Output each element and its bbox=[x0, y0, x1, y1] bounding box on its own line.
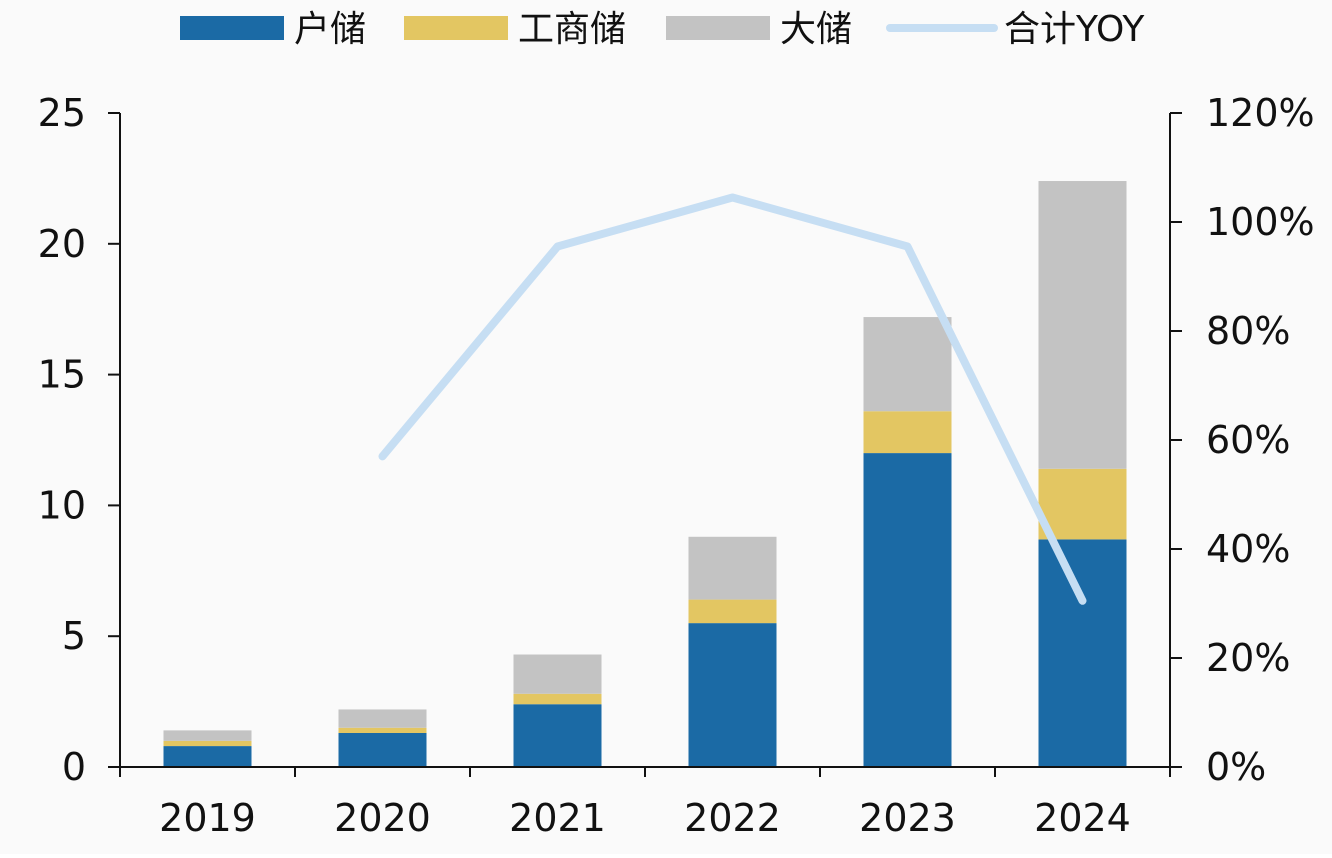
bar-2022-series-2 bbox=[688, 536, 777, 600]
legend-swatch bbox=[404, 16, 508, 40]
legend-label: 户储 bbox=[294, 9, 366, 50]
bar-2023-series-1 bbox=[863, 411, 952, 454]
bar-2023-series-0 bbox=[863, 453, 952, 767]
legend-label: 合计YOY bbox=[1004, 9, 1145, 50]
bar-2021-series-1 bbox=[513, 693, 602, 705]
yoy-line-group bbox=[378, 193, 1087, 605]
bar-2019-series-1 bbox=[163, 740, 252, 747]
y-left-tick-label: 25 bbox=[38, 91, 86, 135]
legend-label: 大储 bbox=[780, 9, 852, 50]
y-right-tick-label: 100% bbox=[1206, 200, 1315, 244]
bar-2024-series-2 bbox=[1038, 181, 1127, 469]
y-right-tick-label: 120% bbox=[1206, 91, 1315, 135]
y-right-tick-label: 40% bbox=[1206, 527, 1290, 571]
bar-2020-series-2 bbox=[338, 709, 427, 728]
y-right-tick-label: 60% bbox=[1206, 418, 1290, 462]
bars bbox=[163, 181, 1127, 767]
y-left-tick-label: 15 bbox=[38, 353, 86, 397]
y-left-tick-label: 0 bbox=[62, 745, 86, 789]
x-tick-label: 2022 bbox=[684, 796, 781, 840]
axes: 0 5 10 15 20 25 0% 20% 40% 60% 80% 100% 120% 2019 2020… bbox=[38, 91, 1315, 840]
legend: 户储 工商储 大储 合计YOY bbox=[180, 9, 1145, 50]
x-tick-label: 2021 bbox=[509, 796, 606, 840]
y-right-tick-label: 0% bbox=[1206, 745, 1266, 789]
bar-2022-series-0 bbox=[688, 623, 777, 767]
bar-2023-series-2 bbox=[863, 317, 952, 412]
y-left-tick-label: 5 bbox=[62, 614, 86, 658]
bar-2022-series-1 bbox=[688, 599, 777, 624]
y-right-tick-label: 20% bbox=[1206, 636, 1290, 680]
bar-2020-series-0 bbox=[338, 732, 427, 767]
x-tick-label: 2019 bbox=[159, 796, 256, 840]
bar-2021-series-0 bbox=[513, 704, 602, 767]
legend-swatch bbox=[666, 16, 770, 40]
bar-2024-series-1 bbox=[1038, 468, 1127, 540]
x-tick-label: 2024 bbox=[1034, 796, 1131, 840]
y-left-tick-label: 20 bbox=[38, 222, 86, 266]
bar-2020-series-1 bbox=[338, 727, 427, 733]
bar-2019-series-2 bbox=[163, 730, 252, 741]
bar-2019-series-0 bbox=[163, 746, 252, 767]
bar-2024-series-0 bbox=[1038, 539, 1127, 767]
legend-label: 工商储 bbox=[518, 9, 626, 50]
legend-swatch bbox=[180, 16, 284, 40]
yoy-line bbox=[378, 193, 1087, 605]
y-right-tick-label: 80% bbox=[1206, 309, 1290, 353]
x-tick-label: 2023 bbox=[859, 796, 956, 840]
bar-2021-series-2 bbox=[513, 654, 602, 694]
x-tick-label: 2020 bbox=[334, 796, 431, 840]
y-left-tick-label: 10 bbox=[38, 483, 86, 527]
